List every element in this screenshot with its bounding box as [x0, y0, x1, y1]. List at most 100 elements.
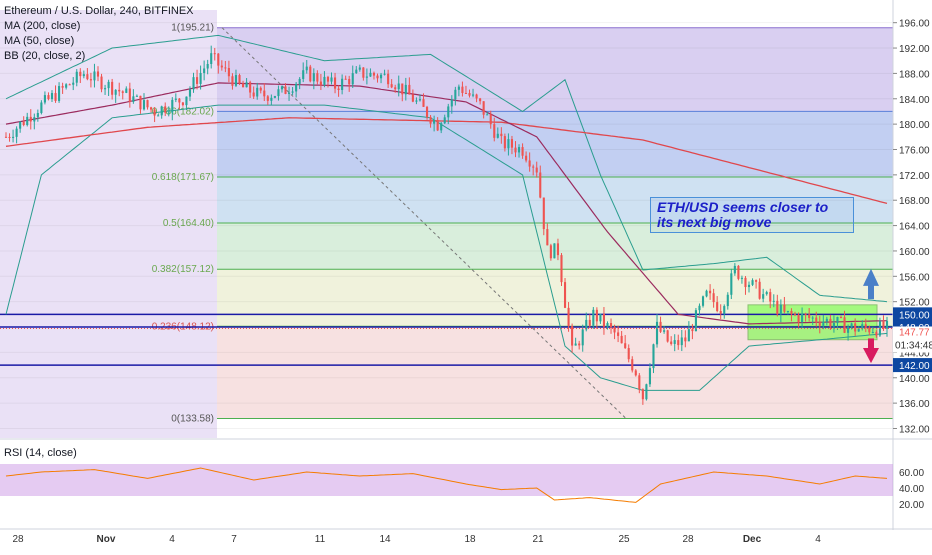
candle-body [631, 359, 634, 371]
candle-body [157, 115, 160, 117]
candle-body [613, 327, 616, 333]
candle-body [111, 81, 114, 95]
candle-body [224, 67, 227, 69]
candle-body [567, 307, 570, 327]
candle-body [142, 100, 146, 110]
candle-body [875, 332, 878, 336]
candle-body [885, 320, 889, 329]
candle-body [797, 314, 800, 322]
candle-body [588, 319, 591, 326]
candle-body [341, 78, 344, 91]
candle-body [256, 87, 259, 97]
candle-body [4, 136, 8, 138]
candle-body [546, 229, 549, 246]
candle-body [146, 100, 149, 108]
candle-body [500, 133, 503, 137]
candle-body [659, 321, 662, 332]
candle-body [624, 343, 627, 349]
candle-body [263, 90, 266, 97]
candle-body [553, 243, 556, 259]
candle-body [825, 318, 828, 322]
candle-body [139, 95, 142, 110]
candle-body [468, 93, 471, 96]
current-price-label: 147.77 [899, 327, 930, 338]
price-tick-label: 180.00 [899, 120, 930, 131]
fib-trend-line [221, 27, 627, 419]
ma50-legend: MA (50, close) [4, 35, 75, 47]
candle-body [192, 77, 195, 90]
price-tick-label: 132.00 [899, 424, 930, 435]
candle-body [199, 73, 202, 84]
time-tick-label: 28 [682, 534, 694, 545]
candle-body [100, 76, 103, 90]
candle-body [847, 326, 850, 333]
candle-body [210, 53, 213, 64]
candle-body [450, 99, 453, 107]
candle-body [75, 71, 78, 83]
candle-body [549, 245, 552, 259]
time-tick-label: Nov [97, 534, 116, 545]
candle-body [801, 313, 804, 322]
candle-body [758, 281, 761, 299]
analysis-callout[interactable]: ETH/USD seems closer to its next big mov… [650, 197, 854, 233]
candle-body [188, 89, 192, 97]
candle-body [627, 348, 630, 360]
candle-body [592, 309, 595, 326]
candle-body [705, 290, 708, 297]
candle-body [333, 77, 337, 89]
bb-upper-line [5, 34, 888, 303]
candle-body [33, 117, 36, 122]
candle-body [295, 83, 298, 92]
rsi-tick-label: 20.00 [899, 500, 924, 511]
candle-body [82, 74, 85, 77]
candle-body [670, 341, 673, 344]
candle-body [769, 292, 772, 302]
candle-body [394, 87, 397, 90]
candle-body [663, 330, 666, 332]
candle-body [36, 113, 39, 118]
candle-body [648, 368, 652, 385]
candle-body [514, 147, 517, 153]
candle-body [507, 139, 510, 149]
candle-body [684, 337, 687, 342]
candle-body [68, 84, 71, 86]
candle-body [365, 76, 368, 78]
candle-body [641, 389, 644, 400]
candle-body [19, 121, 22, 129]
candle-body [312, 73, 315, 82]
candle-body [479, 98, 482, 102]
candle-body [227, 68, 230, 77]
candle-body [694, 310, 697, 332]
candle-body [755, 280, 758, 282]
candle-body [273, 96, 276, 98]
candle-body [160, 106, 163, 116]
candle-body [401, 83, 404, 95]
candle-body [733, 265, 736, 274]
candle-body [571, 326, 574, 346]
candle-body [850, 323, 853, 327]
candle-body [829, 318, 832, 327]
candle-body [581, 329, 584, 346]
candle-body [475, 94, 478, 99]
candle-body [249, 82, 252, 93]
candle-body [765, 292, 768, 295]
candle-body [79, 71, 82, 77]
candle-body [560, 255, 563, 283]
candle-body [443, 117, 446, 124]
candle-body [309, 66, 312, 82]
candle-body [740, 277, 743, 279]
candle-body [815, 317, 818, 323]
fib-level-label: 0(133.58) [171, 413, 214, 424]
candle-body [93, 71, 96, 81]
candle-body [178, 98, 181, 103]
candle-body [790, 311, 793, 315]
fib-band [217, 176, 893, 224]
time-tick-label: 11 [315, 534, 326, 545]
candle-body [8, 136, 11, 138]
candle-body [121, 91, 124, 93]
candle-body [125, 88, 128, 93]
countdown-label: 01:34:48 [895, 340, 932, 351]
candle-body [712, 293, 715, 303]
